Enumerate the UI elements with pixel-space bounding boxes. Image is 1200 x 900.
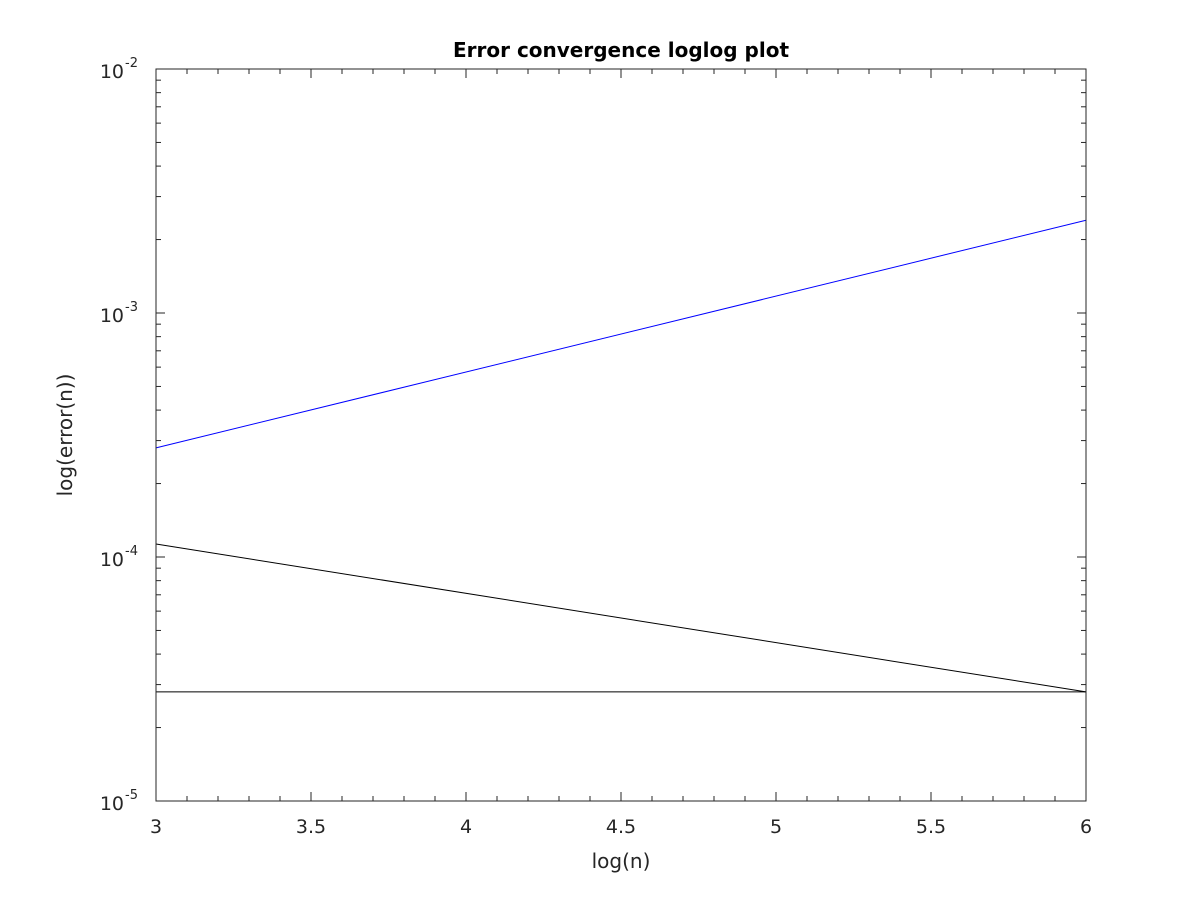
y-tick-exponent: -3 bbox=[125, 300, 138, 315]
y-tick-base: 10 bbox=[100, 793, 124, 815]
series-layer bbox=[155, 219, 1087, 693]
y-tick-base: 10 bbox=[100, 61, 124, 83]
x-tick-labels: 3 3.5 4 4.5 5 5.5 6 bbox=[150, 816, 1092, 838]
series-line-2 bbox=[155, 543, 1087, 693]
y-tick-label: 10 -3 bbox=[100, 300, 138, 327]
y-tick-exponent: -4 bbox=[125, 544, 138, 559]
series-line-1 bbox=[155, 219, 1087, 449]
y-tick-exponent: -5 bbox=[125, 788, 138, 803]
x-tick-label: 4.5 bbox=[606, 816, 636, 838]
x-tick-label: 6 bbox=[1080, 816, 1092, 838]
x-tick-label: 5 bbox=[770, 816, 782, 838]
y-tick-label: 10 -4 bbox=[100, 544, 138, 571]
minor-ticks bbox=[156, 69, 1086, 801]
x-tick-label: 4 bbox=[460, 816, 472, 838]
y-tick-label: 10 -5 bbox=[100, 788, 138, 815]
plot-area bbox=[156, 69, 1086, 801]
x-axis-label: log(n) bbox=[592, 849, 651, 873]
y-tick-labels: 10-510-410-310-2 bbox=[100, 56, 138, 815]
x-tick-label: 5.5 bbox=[916, 816, 946, 838]
y-tick-base: 10 bbox=[100, 305, 124, 327]
y-tick-label: 10 -2 bbox=[100, 56, 138, 83]
y-tick-base: 10 bbox=[100, 549, 124, 571]
y-axis-label: log(error(n)) bbox=[53, 374, 77, 497]
x-tick-label: 3.5 bbox=[296, 816, 326, 838]
y-tick-exponent: -2 bbox=[125, 56, 138, 71]
axes-box bbox=[155, 68, 1087, 802]
x-tick-label: 3 bbox=[150, 816, 162, 838]
chart-title: Error convergence loglog plot bbox=[453, 38, 789, 62]
